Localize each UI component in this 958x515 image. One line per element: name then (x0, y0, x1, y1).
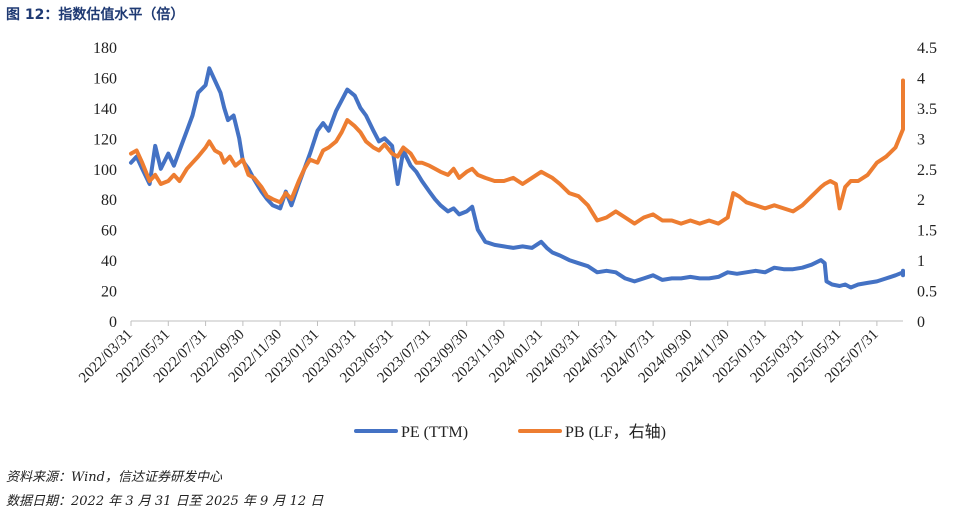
y-right-tick-label: 0.5 (917, 284, 937, 301)
y-left-tick-label: 120 (93, 131, 117, 148)
y-right-tick-label: 2.5 (917, 162, 937, 179)
chart-series (129, 66, 905, 290)
y-right-tick-label: 2 (917, 192, 925, 209)
y-right-tick-label: 4 (917, 70, 925, 87)
legend-label: PE (TTM) (401, 424, 468, 441)
y-left-tick-label: 0 (109, 314, 117, 331)
line-chart: 0 20 40 60 80 100 120 140 160 180 0 0.5 1 1.5 2 2.5 3 3.5… (76, 40, 937, 441)
chart-legend: PE (TTM) PB (LF，右轴) (354, 423, 666, 441)
y-left-tick-label: 160 (93, 70, 117, 87)
chart-axes: 0 20 40 60 80 100 120 140 160 180 0 0.5 1 1.5 2 2.5 3 3.5… (76, 40, 937, 386)
y-right-tick-label: 1 (917, 253, 925, 270)
y-right-tick-label: 0 (917, 314, 925, 331)
y-left-tick-label: 60 (101, 223, 117, 240)
figure-title: 图 12：指数估值水平（倍） (6, 7, 185, 23)
y-left-tick-label: 140 (93, 101, 117, 118)
y-left-tick-label: 100 (93, 162, 117, 179)
y-left-tick-label: 20 (101, 284, 117, 301)
pe-series-line (129, 66, 905, 290)
y-right-tick-label: 3.5 (917, 101, 937, 118)
y-left-tick-label: 180 (93, 40, 117, 57)
y-right-tick-label: 3 (917, 131, 925, 148)
date-note: 数据日期：2022 年 3 月 31 日至 2025 年 9 月 12 日 (6, 494, 324, 509)
y-left-tick-label: 40 (101, 253, 117, 270)
legend-label: PB (LF，右轴) (565, 423, 666, 441)
pb-series-line (129, 78, 905, 226)
y-right-tick-label: 4.5 (917, 40, 937, 57)
y-right-tick-label: 1.5 (917, 223, 937, 240)
source-note: 资料来源：Wind，信达证券研发中心 (6, 470, 222, 485)
y-left-tick-label: 80 (101, 192, 117, 209)
